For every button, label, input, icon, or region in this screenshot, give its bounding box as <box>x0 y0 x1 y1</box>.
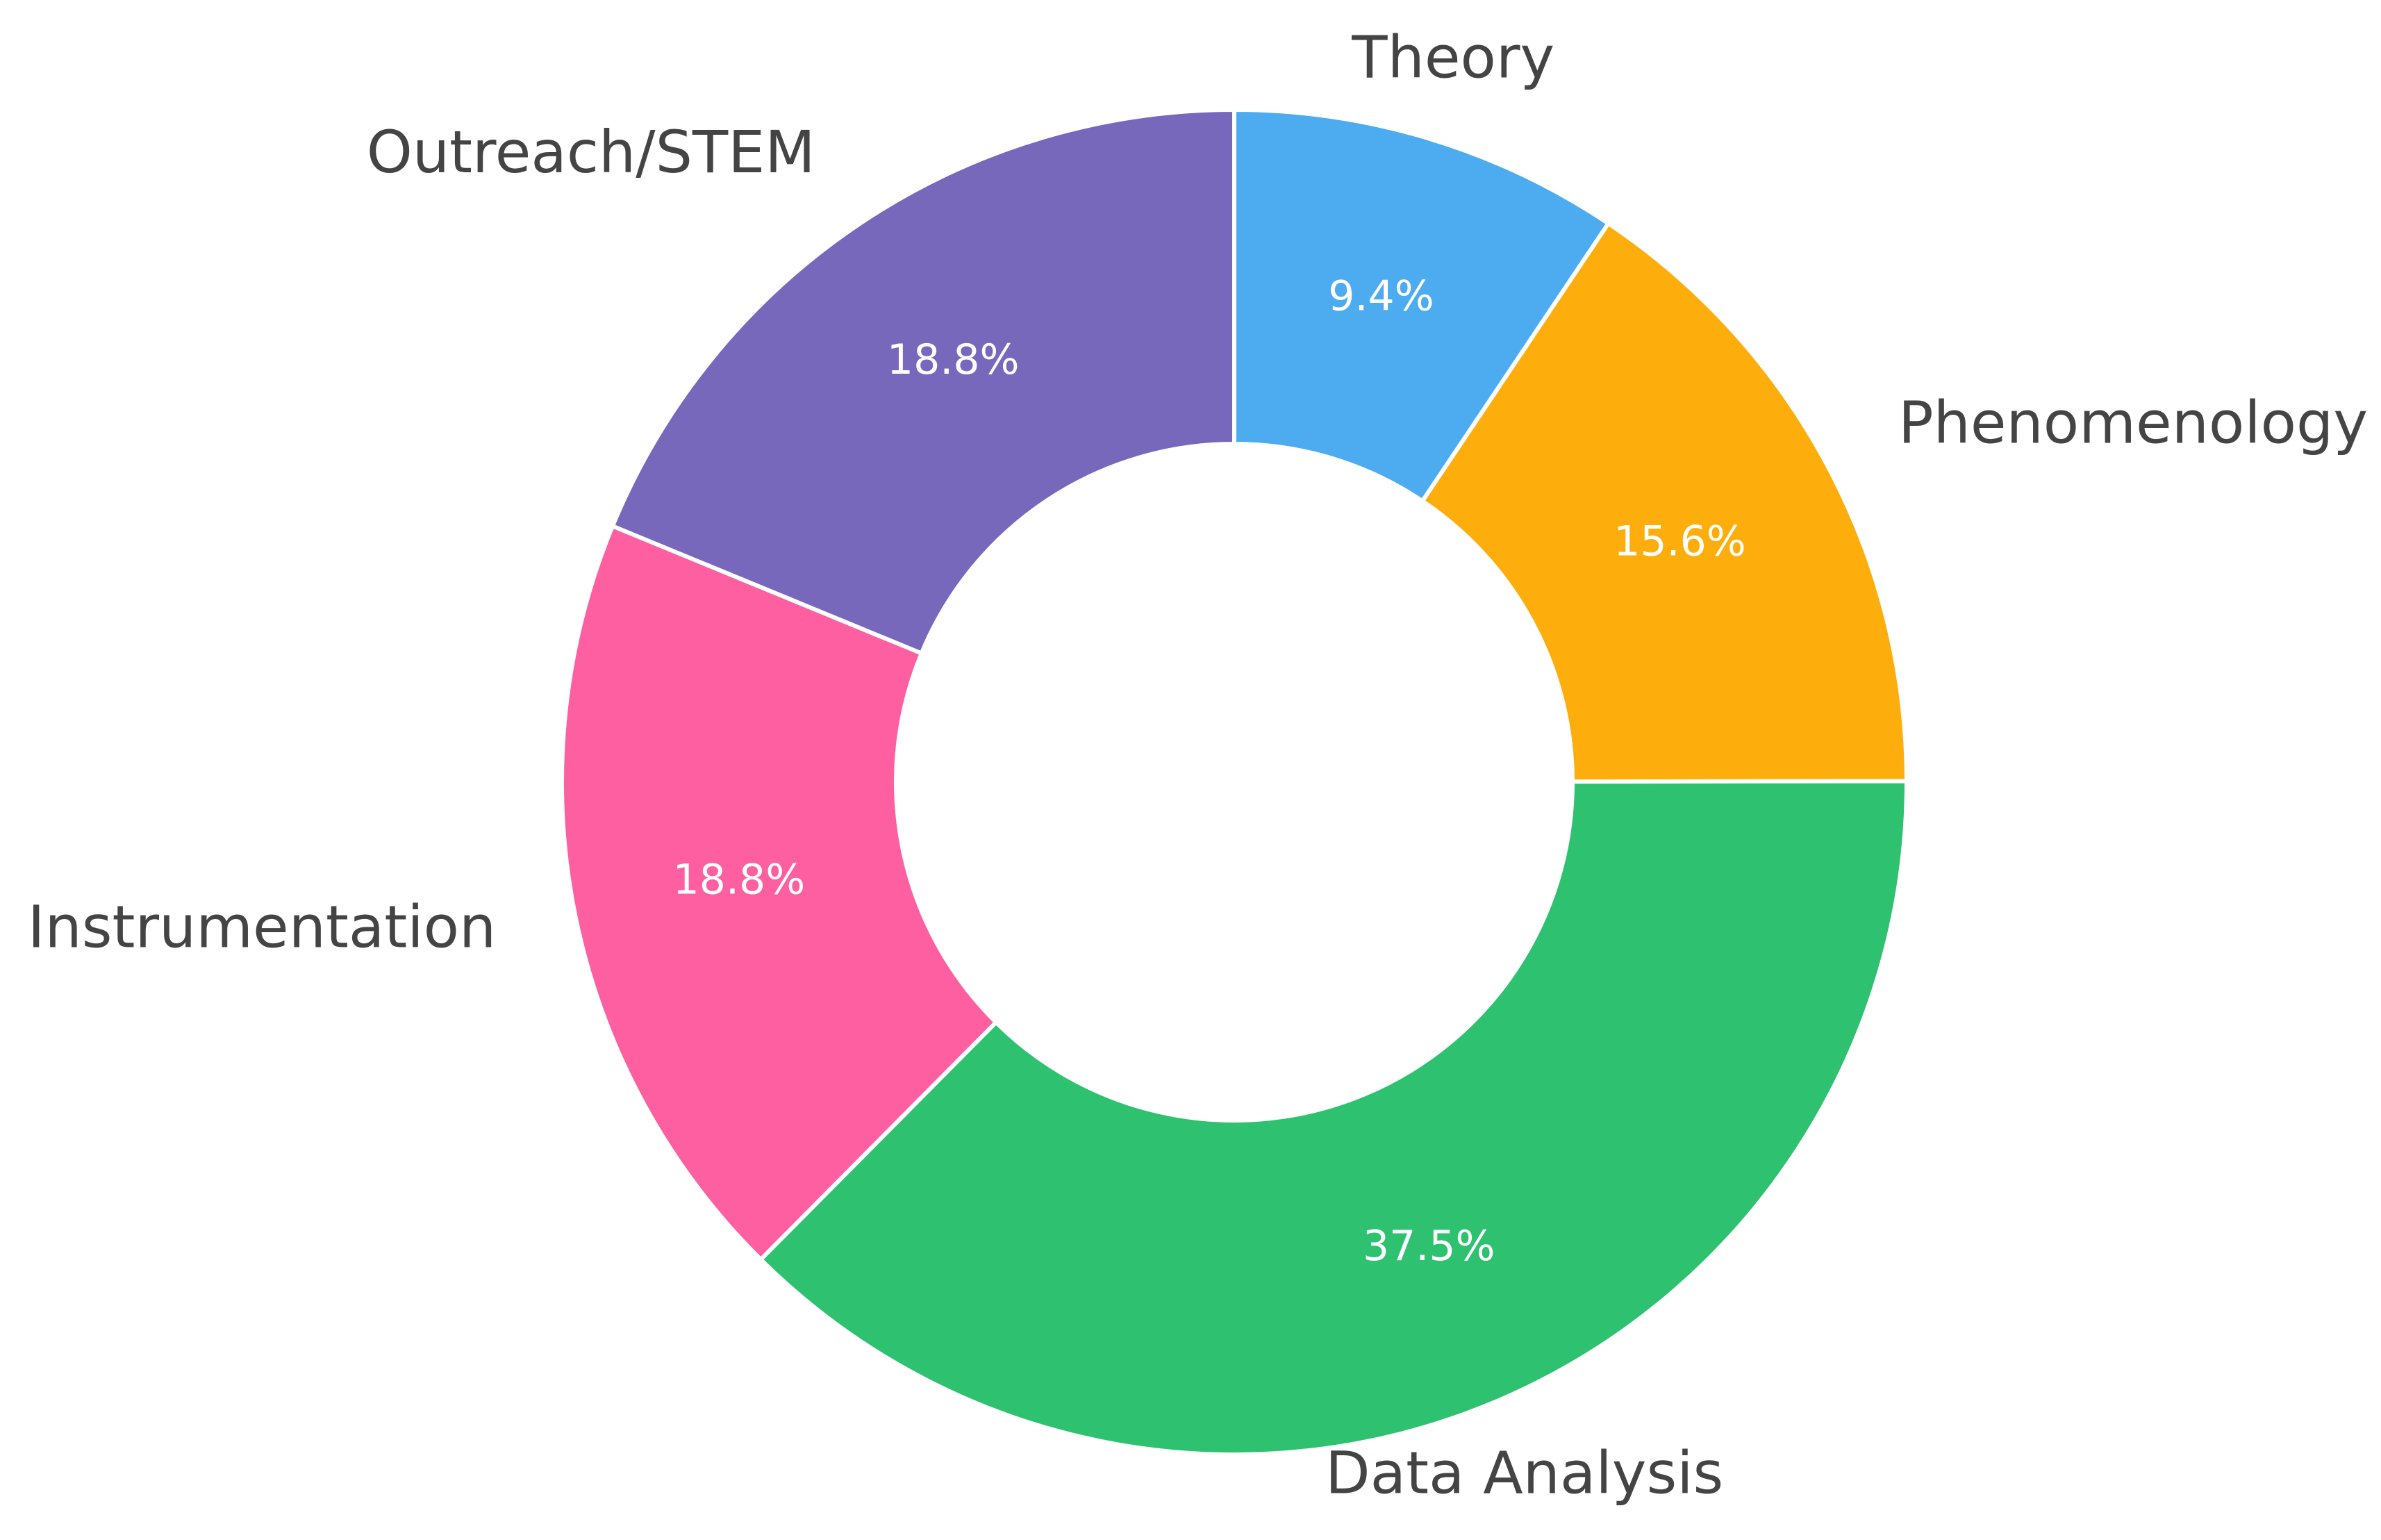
category-label: Phenomenology <box>1898 389 2368 457</box>
donut-slice <box>1232 107 1611 504</box>
donut-slice <box>610 107 1236 656</box>
value-label: 18.8% <box>673 856 806 904</box>
donut-slice <box>560 523 999 1263</box>
donut-slice <box>1419 220 1909 784</box>
value-label: 18.8% <box>887 336 1020 384</box>
category-label: Theory <box>1351 24 1554 92</box>
category-label: Data Analysis <box>1325 1439 1723 1507</box>
value-label: 15.6% <box>1613 517 1746 565</box>
category-label: Instrumentation <box>28 893 497 961</box>
value-label: 9.4% <box>1328 272 1434 321</box>
donut-slice <box>757 779 1909 1457</box>
category-label: Outreach/STEM <box>367 118 815 186</box>
value-label: 37.5% <box>1363 1222 1495 1270</box>
